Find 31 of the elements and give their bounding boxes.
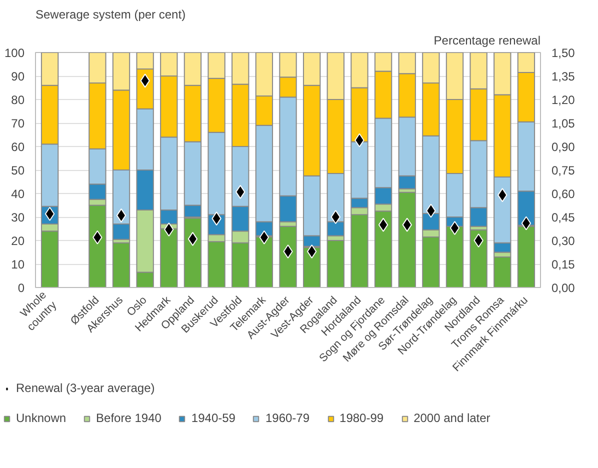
legend-label: 2000 and later xyxy=(414,411,490,425)
y-tick-label: 90 xyxy=(11,70,25,84)
y2-tick-label: 0,30 xyxy=(552,234,576,248)
y-axis-title: Sewerage system (per cent) xyxy=(36,8,186,22)
legend-label: Unknown xyxy=(16,411,66,425)
y-tick-label: 100 xyxy=(4,46,25,60)
legend-label: Renewal (3-year average) xyxy=(16,381,155,395)
y2-tick-label: 0,00 xyxy=(552,281,576,295)
y-tick-label: 0 xyxy=(18,281,25,295)
y2-tick-label: 0,15 xyxy=(552,258,576,272)
y-tick-label: 60 xyxy=(11,140,25,154)
y2-tick-label: 0,90 xyxy=(552,140,576,154)
legend-label: 1960-79 xyxy=(265,411,310,425)
y2-axis-title: Percentage renewal xyxy=(434,34,540,48)
y2-tick-label: 1,35 xyxy=(552,70,576,84)
y2-tick-label: 1,50 xyxy=(552,46,576,60)
y-tick-label: 80 xyxy=(11,93,25,107)
legend-label: Before 1940 xyxy=(96,411,162,425)
legend-label: 1980-99 xyxy=(340,411,384,425)
y-tick-label: 20 xyxy=(11,234,25,248)
y2-tick-label: 1,05 xyxy=(552,116,576,130)
y2-tick-label: 0,45 xyxy=(552,210,576,224)
legend-label: 1940-59 xyxy=(191,411,236,425)
y-tick-label: 50 xyxy=(11,164,25,178)
y-tick-label: 10 xyxy=(11,258,25,272)
y-tick-label: 30 xyxy=(11,210,25,224)
y2-tick-label: 1,20 xyxy=(552,93,576,107)
y2-tick-label: 0,60 xyxy=(552,187,576,201)
y-tick-label: 70 xyxy=(11,116,25,130)
y2-tick-label: 0,75 xyxy=(552,164,576,178)
y-tick-label: 40 xyxy=(11,187,25,201)
